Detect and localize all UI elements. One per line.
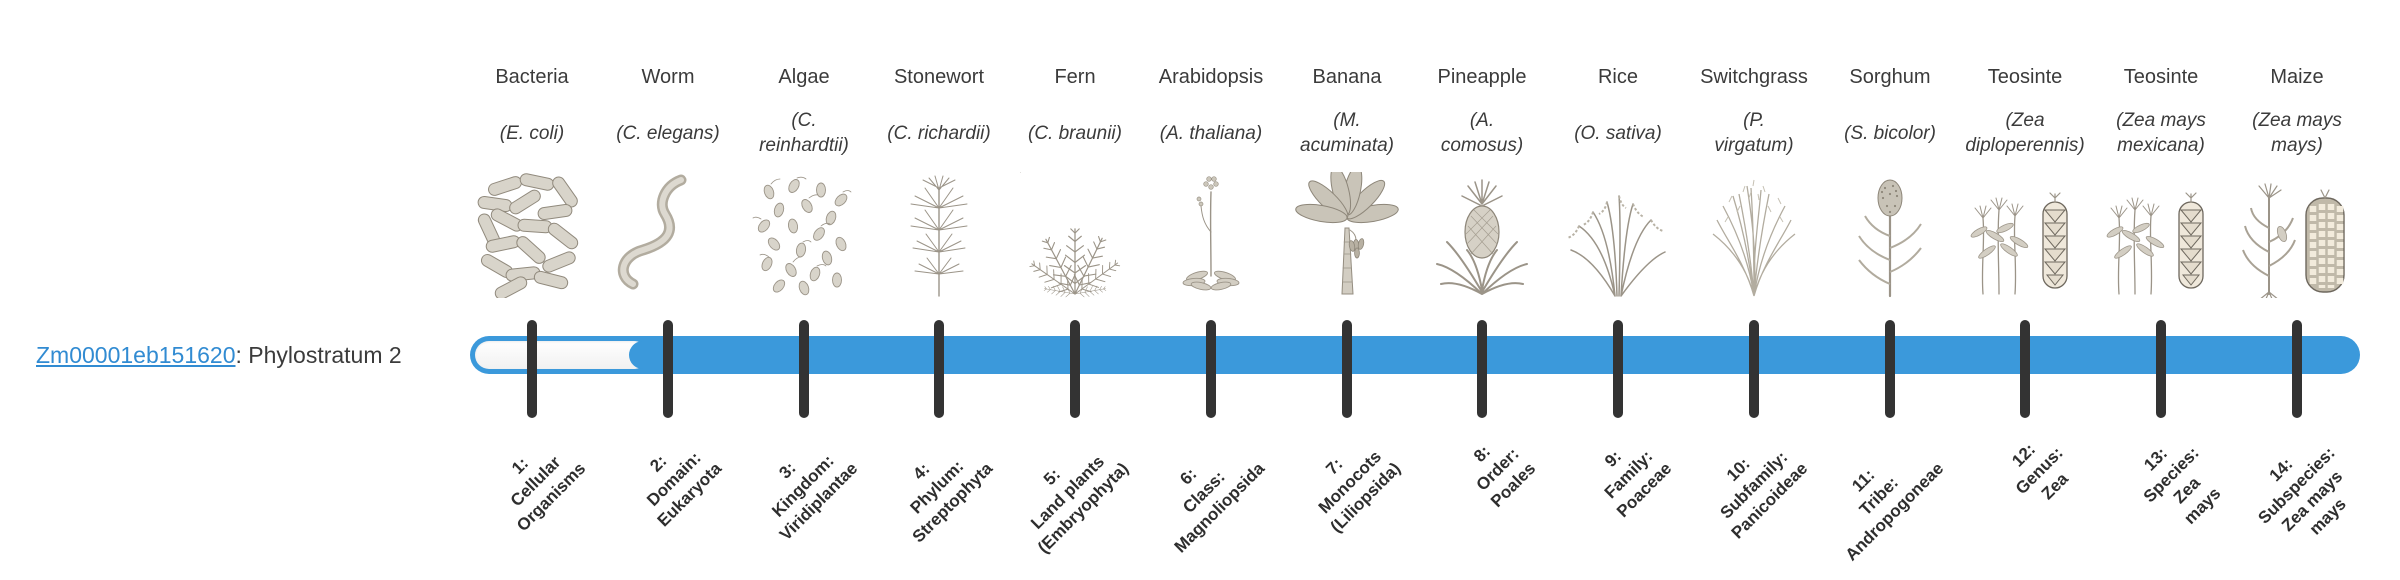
worm-illustration: [613, 172, 723, 298]
tick-mark-14: [2292, 320, 2302, 418]
stratum-column-2: Worm (C. elegans) 2: Domain: Eukaryota: [598, 0, 738, 580]
common-name: Pineapple: [1437, 66, 1527, 88]
stratum-column-4: Stonewort (C. richardii) 4: Phylum: Stre…: [869, 0, 1009, 580]
stratum-column-8: Pineapple (A. comosus) 8: Order: Poales: [1412, 0, 1552, 580]
common-name: Algae: [778, 66, 830, 88]
stonewort-illustration: [884, 172, 994, 298]
bar-unfilled-track: [475, 341, 648, 369]
tick-mark-8: [1477, 320, 1487, 418]
bacteria-illustration: [477, 172, 587, 298]
common-name: Maize: [2270, 66, 2324, 88]
species-name: (O. sativa): [1574, 122, 1662, 144]
tick-mark-13: [2156, 320, 2166, 418]
stratum-column-7: Banana (M. acuminata) 7: Monocots (Lilio…: [1277, 0, 1417, 580]
species-name: (Zea mays mexicana): [2116, 110, 2206, 156]
tick-mark-1: [527, 320, 537, 418]
fern-illustration: [1020, 172, 1130, 298]
banana-illustration: [1292, 172, 1402, 298]
stratum-column-3: Algae (C. reinhardtii) 3: Kingdom: Virid…: [734, 0, 874, 580]
tick-mark-5: [1070, 320, 1080, 418]
stratum-column-13: Teosinte (Zea mays mexicana) 13: Species…: [2091, 0, 2231, 580]
maize-illustration: [2237, 172, 2357, 298]
species-name: (P. virgatum): [1714, 110, 1794, 156]
stratum-column-14: Maize (Zea mays mays) 14: Subspecies: Ze…: [2227, 0, 2367, 580]
common-name: Teosinte: [2123, 66, 2199, 88]
switchgrass-illustration: [1699, 172, 1809, 298]
tick-mark-3: [799, 320, 809, 418]
species-name: (A. comosus): [1440, 110, 1524, 156]
common-name: Switchgrass: [1700, 66, 1808, 88]
species-name: (A. thaliana): [1159, 122, 1263, 144]
common-name: Rice: [1597, 66, 1638, 88]
common-name: Bacteria: [495, 66, 569, 88]
common-name: Sorghum: [1849, 66, 1931, 88]
stratum-column-9: Rice (O. sativa) 9: Family: Poaceae: [1548, 0, 1688, 580]
stratum-column-5: Fern (C. braunii) 5: Land plants (Embryo…: [1005, 0, 1145, 580]
common-name: Teosinte: [1987, 66, 2063, 88]
tick-mark-10: [1749, 320, 1759, 418]
species-name: (E. coli): [499, 122, 565, 144]
common-name: Stonewort: [893, 66, 985, 88]
tick-mark-6: [1206, 320, 1216, 418]
tick-mark-4: [934, 320, 944, 418]
species-name: (C. braunii): [1028, 122, 1122, 144]
gene-id-link[interactable]: Zm00001eb151620: [36, 341, 236, 368]
common-name: Arabidopsis: [1158, 66, 1264, 88]
species-name: (Zea diploperennis): [1965, 110, 2085, 156]
stratum-column-6: Arabidopsis (A. thaliana) 6: Class: Magn…: [1141, 0, 1281, 580]
phylostratum-text: : Phylostratum 2: [235, 341, 402, 368]
stratum-column-1: Bacteria (E. coli) 1: Cellular Organisms: [462, 0, 602, 580]
tick-mark-7: [1342, 320, 1352, 418]
teosinte-illustration: [1965, 172, 2085, 298]
common-name: Fern: [1054, 66, 1096, 88]
species-name: (C. reinhardtii): [759, 110, 849, 156]
pineapple-illustration: [1427, 172, 1537, 298]
common-name: Banana: [1312, 66, 1382, 88]
stratum-column-12: Teosinte (Zea diploperennis) 12: Genus: …: [1955, 0, 2095, 580]
stratum-column-11: Sorghum (S. bicolor) 11: Tribe: Andropog…: [1820, 0, 1960, 580]
stratum-column-10: Switchgrass (P. virgatum) 10: Subfamily:…: [1684, 0, 1824, 580]
teosinte-illustration: [2101, 172, 2221, 298]
tick-mark-2: [663, 320, 673, 418]
gene-label: Zm00001eb151620: Phylostratum 2: [36, 336, 402, 374]
species-name: (M. acuminata): [1300, 110, 1394, 156]
tick-mark-11: [1885, 320, 1895, 418]
algae-illustration: [749, 172, 859, 298]
species-name: (C. elegans): [616, 122, 720, 144]
species-name: (C. richardii): [887, 122, 991, 144]
tick-mark-9: [1613, 320, 1623, 418]
species-name: (S. bicolor): [1844, 122, 1936, 144]
arabidopsis-illustration: [1156, 172, 1266, 298]
sorghum-illustration: [1835, 172, 1945, 298]
species-name: (Zea mays mays): [2252, 110, 2342, 156]
common-name: Worm: [641, 66, 695, 88]
phylostrata-bar: [470, 336, 2360, 374]
tick-mark-12: [2020, 320, 2030, 418]
rice-illustration: [1563, 172, 1673, 298]
